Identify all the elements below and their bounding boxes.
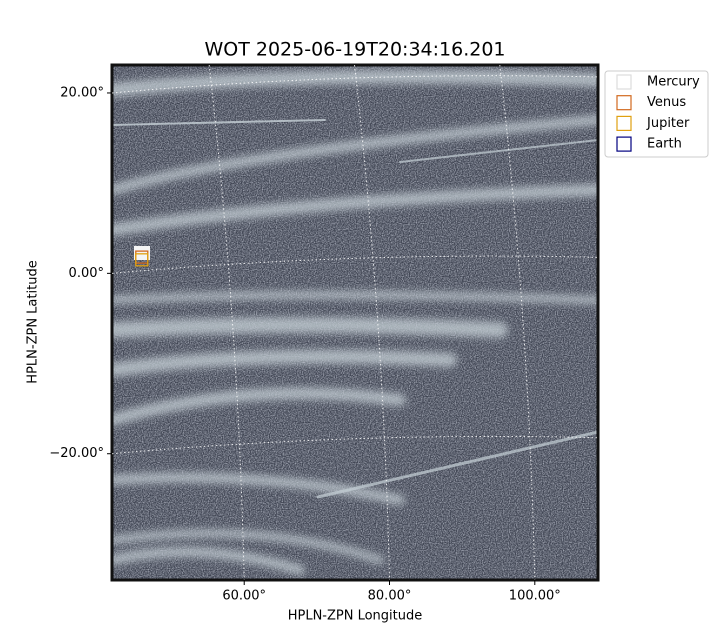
grid-line <box>208 64 245 581</box>
x-tick-label: 100.00° <box>509 589 561 604</box>
chart-title: WOT 2025-06-19T20:34:16.201 <box>204 39 505 61</box>
legend-swatch <box>616 95 632 111</box>
x-tick-label: 60.00° <box>222 589 266 604</box>
legend-box <box>604 70 709 158</box>
grid-line <box>354 64 391 581</box>
legend-swatch <box>616 115 632 132</box>
x-tick-label: 80.00° <box>368 589 412 604</box>
grid-line <box>499 64 536 581</box>
legend-swatch <box>616 74 632 90</box>
legend-label: Earth <box>647 137 682 152</box>
sky-image <box>112 65 598 580</box>
x-axis-label: HPLN-ZPN Longitude <box>288 609 423 624</box>
y-tick-label: 0.00° <box>69 266 104 281</box>
legend-label: Jupiter <box>646 116 690 131</box>
y-tick-label: 20.00° <box>60 85 104 100</box>
legend-swatch <box>616 136 632 152</box>
planet-marker <box>135 253 149 267</box>
legend-label: Venus <box>647 95 686 110</box>
legend-label: Mercury <box>647 75 700 90</box>
y-tick-label: −20.00° <box>49 446 104 461</box>
y-axis-label: HPLN-ZPN Latitude <box>26 260 41 383</box>
